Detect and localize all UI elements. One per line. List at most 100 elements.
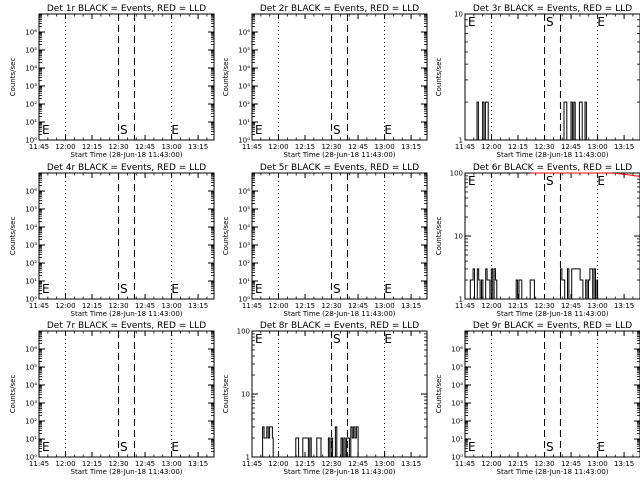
- marker-e-start: E: [255, 282, 263, 296]
- x-tick-label: 13:00: [161, 460, 181, 468]
- y-tick-label: 10⁶: [25, 188, 37, 196]
- marker-s: S: [120, 123, 128, 137]
- y-tick-label: 10⁵: [25, 206, 37, 214]
- y-tick-label: 10⁶: [238, 188, 250, 196]
- y-tick-label: 10⁴: [451, 382, 463, 390]
- marker-e-end: E: [597, 440, 605, 454]
- panel-title: Det 9r BLACK = Events, RED = LLD: [473, 321, 632, 331]
- x-tick-label: 11:45: [242, 143, 262, 151]
- x-tick-label: 12:00: [55, 460, 75, 468]
- x-tick-label: 11:45: [29, 460, 49, 468]
- x-tick-label: 12:00: [55, 143, 75, 151]
- plot-frame: [251, 330, 428, 458]
- x-tick-label: 12:30: [108, 460, 128, 468]
- y-axis-label: Counts/sec: [222, 217, 230, 256]
- y-tick-label: 10²: [25, 260, 37, 268]
- x-tick-label: 12:30: [321, 143, 341, 151]
- marker-e-end: E: [384, 123, 392, 137]
- y-tick-label: 10⁶: [238, 29, 250, 37]
- y-tick-label: 10⁵: [238, 47, 250, 55]
- panel-det-9: Det 9r BLACK = Events, RED = LLD 10⁰ 10¹ 10…: [435, 321, 640, 476]
- plot-frame: [38, 172, 215, 300]
- x-tick-label: 12:00: [55, 302, 75, 310]
- x-axis-label: Start Time (28-Jun-18 11:43:00): [284, 151, 396, 159]
- marker-e-start: E: [468, 174, 476, 188]
- y-tick-label: 10⁴: [25, 65, 37, 73]
- y-axis-label: Counts/sec: [435, 375, 443, 414]
- x-axis-label: Start Time (28-Jun-18 11:43:00): [71, 310, 183, 318]
- panel-title: Det 5r BLACK = Events, RED = LLD: [260, 163, 419, 173]
- y-tick-label: 10¹: [25, 436, 37, 444]
- panel-det-7: Det 7r BLACK = Events, RED = LLD 10⁰ 10¹ 10…: [9, 321, 215, 476]
- x-tick-label: 12:00: [268, 302, 288, 310]
- panel-title: Det 7r BLACK = Events, RED = LLD: [47, 321, 206, 331]
- y-tick-label: 10⁵: [25, 47, 37, 55]
- x-tick-label: 13:00: [161, 302, 181, 310]
- x-tick-label: 12:30: [108, 143, 128, 151]
- x-tick-label: 12:45: [135, 302, 155, 310]
- x-tick-label: 13:00: [374, 460, 394, 468]
- y-tick-label: 10¹: [238, 278, 250, 286]
- plot-frame: [464, 330, 640, 458]
- x-tick-label: 12:45: [348, 460, 368, 468]
- x-tick-label: 12:30: [321, 460, 341, 468]
- x-axis-label: Start Time (28-Jun-18 11:43:00): [497, 468, 609, 476]
- events-series-burst: [327, 426, 359, 458]
- x-axis-label: Start Time (28-Jun-18 11:43:00): [284, 468, 396, 476]
- y-tick-label: 10⁰: [25, 137, 37, 145]
- x-tick-label: 11:45: [455, 460, 475, 468]
- x-tick-label: 12:15: [508, 460, 528, 468]
- lld-series-line: [530, 172, 640, 177]
- y-axis-label: Counts/sec: [9, 375, 17, 414]
- x-tick-label: 12:15: [508, 302, 528, 310]
- x-tick-label: 13:00: [587, 302, 607, 310]
- panel-det-1: Det 1r BLACK = Events, RED = LLD 10⁰ 10¹ 10…: [9, 4, 215, 159]
- panel-title: Det 1r BLACK = Events, RED = LLD: [47, 4, 206, 14]
- panel-det-4: Det 4r BLACK = Events, RED = LLD 10⁰ 10¹ 10…: [9, 163, 215, 318]
- x-tick-label: 12:30: [108, 302, 128, 310]
- y-tick-label: 10⁴: [25, 224, 37, 232]
- x-axis-label: Start Time (28-Jun-18 11:43:00): [497, 151, 609, 159]
- x-tick-label: 13:00: [587, 460, 607, 468]
- x-tick-label: 12:30: [321, 302, 341, 310]
- marker-e-start: E: [42, 282, 50, 296]
- y-tick-label: 10²: [25, 101, 37, 109]
- x-tick-label: 13:00: [161, 143, 181, 151]
- y-tick-label: 10: [454, 11, 463, 19]
- x-tick-label: 12:45: [348, 143, 368, 151]
- panel-det-2: Det 2r BLACK = Events, RED = LLD 10⁰ 10¹ 10…: [222, 4, 428, 159]
- y-tick-label: 10²: [451, 418, 463, 426]
- panel-title: Det 6r BLACK = Events, RED = LLD: [473, 163, 632, 173]
- marker-e-start: E: [468, 440, 476, 454]
- events-series-burst: [469, 268, 498, 300]
- marker-e-start: E: [42, 440, 50, 454]
- x-tick-label: 13:15: [188, 460, 208, 468]
- panel-det-5: Det 5r BLACK = Events, RED = LLD 10⁰ 10¹ 10…: [222, 163, 428, 318]
- marker-s: S: [333, 282, 341, 296]
- panel-title: Det 3r BLACK = Events, RED = LLD: [473, 4, 632, 14]
- x-tick-label: 12:30: [534, 143, 554, 151]
- y-tick-label: 10⁵: [238, 206, 250, 214]
- marker-s: S: [546, 440, 554, 454]
- y-tick-label: 10⁰: [25, 454, 37, 462]
- marker-e-end: E: [597, 15, 605, 29]
- marker-s: S: [546, 15, 554, 29]
- x-tick-label: 12:15: [295, 143, 315, 151]
- y-tick-label: 10⁴: [25, 382, 37, 390]
- plot-frame: [251, 172, 428, 300]
- marker-e-end: E: [597, 174, 605, 188]
- plot-frame: [464, 13, 640, 141]
- y-tick-label: 10⁶: [451, 346, 463, 354]
- panel-title: Det 2r BLACK = Events, RED = LLD: [260, 4, 419, 14]
- y-tick-label: 10⁰: [238, 296, 250, 304]
- x-tick-label: 13:15: [614, 143, 634, 151]
- x-tick-label: 11:45: [455, 302, 475, 310]
- x-tick-label: 12:45: [348, 302, 368, 310]
- marker-s: S: [333, 123, 341, 137]
- x-tick-label: 12:45: [561, 460, 581, 468]
- y-tick-label: 10¹: [25, 119, 37, 127]
- marker-e-end: E: [384, 332, 392, 346]
- x-tick-label: 13:15: [614, 302, 634, 310]
- y-tick-label: 10⁴: [238, 65, 250, 73]
